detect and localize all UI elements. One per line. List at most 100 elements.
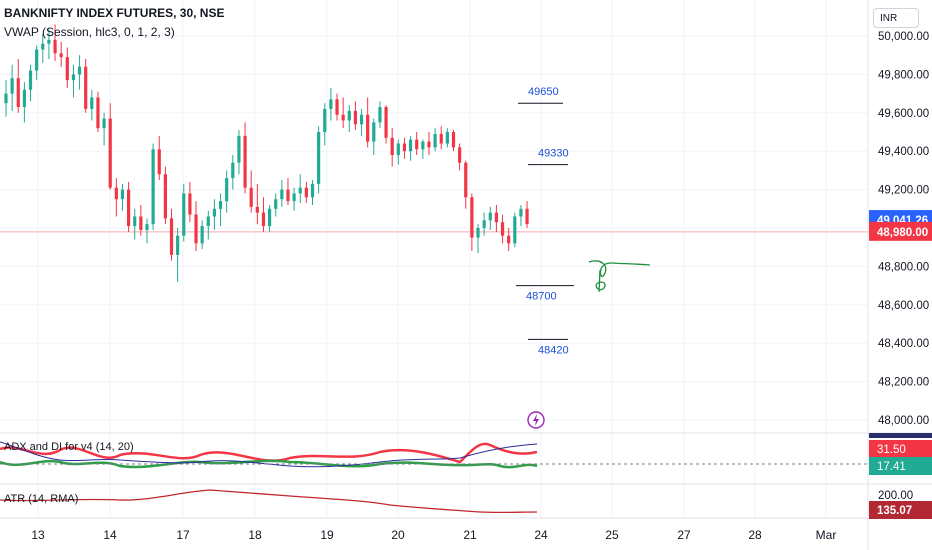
candle [225, 178, 229, 202]
time-axis-label: Mar [816, 528, 837, 542]
level-label: 49330 [538, 148, 569, 160]
candle [28, 70, 33, 90]
symbol-title[interactable]: BANKNIFTY INDEX FUTURES, 30, NSE [4, 6, 225, 20]
candle [525, 208, 529, 225]
candle [482, 220, 486, 228]
candle [408, 139, 413, 152]
price-axis-label: 48,200.00 [878, 377, 929, 389]
candle [22, 89, 26, 108]
lightning-icon [533, 414, 539, 426]
price-axis-label: 48,800.00 [878, 261, 929, 273]
candle [458, 147, 462, 163]
candle [476, 228, 480, 238]
candle [286, 189, 290, 202]
candle [323, 108, 327, 132]
candle [421, 141, 425, 150]
price-axis-label: 49,600.00 [878, 108, 929, 120]
candle [53, 39, 57, 54]
candle [249, 187, 253, 207]
adx-indicator-label[interactable]: ADX and DI for v4 (14, 20) [4, 441, 134, 453]
candle [145, 224, 149, 230]
time-axis-label: 25 [605, 528, 619, 542]
price-axis-label: 48,400.00 [878, 338, 929, 350]
price-axis-label: 50,000.00 [878, 31, 929, 43]
atr-value-badge [869, 501, 932, 519]
candle [292, 193, 296, 202]
candle [317, 132, 321, 184]
candle [415, 139, 419, 150]
candle [237, 135, 241, 163]
candle [212, 208, 217, 217]
price-axis-label: 48,600.00 [878, 300, 929, 312]
candle [4, 93, 8, 104]
candle [151, 149, 155, 225]
hand-drawn-annotation [595, 269, 606, 293]
candle [470, 197, 474, 238]
candle [390, 137, 394, 156]
candle [274, 199, 278, 209]
atr-axis-label: 200.00 [878, 490, 913, 502]
candle [231, 162, 235, 179]
candle [41, 43, 45, 50]
candle [267, 208, 272, 227]
candle [507, 235, 511, 244]
candle [433, 133, 437, 148]
candle [16, 78, 20, 108]
candle [84, 66, 88, 109]
candle [304, 187, 308, 198]
time-axis-label: 13 [31, 528, 45, 542]
level-label: 48700 [526, 291, 557, 303]
candle [280, 189, 284, 200]
time-axis-label: 28 [748, 528, 762, 542]
candle [427, 141, 431, 148]
candle [65, 57, 69, 81]
adx-di-plus-line [0, 442, 538, 464]
candle [59, 53, 63, 58]
candle [513, 216, 517, 244]
atr-line [0, 489, 538, 514]
price-axis-label: 48,000.00 [878, 415, 929, 427]
candle [261, 212, 266, 227]
price-axis-label: 49,200.00 [878, 185, 929, 197]
time-axis-label: 27 [677, 528, 691, 542]
candle [335, 99, 339, 115]
candle [359, 114, 364, 125]
candle [71, 74, 76, 81]
candle [378, 107, 382, 123]
time-axis-label: 14 [103, 528, 117, 542]
candle [77, 66, 82, 75]
candle [163, 174, 167, 219]
candle [353, 110, 358, 125]
candle [194, 214, 198, 244]
candle [372, 122, 376, 142]
adx-value-label: 17.41 [877, 461, 906, 473]
adx-line [0, 441, 538, 468]
time-axis-label: 24 [534, 528, 548, 542]
time-axis-label: 20 [391, 528, 405, 542]
candle [206, 216, 210, 227]
candle [402, 143, 407, 152]
candle [120, 189, 125, 200]
adx-axis-marker [869, 433, 932, 438]
candle [35, 49, 39, 71]
candle [445, 132, 449, 144]
candle [188, 193, 192, 215]
time-axis-label: 19 [320, 528, 334, 542]
candle [47, 39, 51, 44]
atr-value-label: 135.07 [877, 505, 912, 517]
candle [169, 218, 174, 255]
price-axis-label: 49,400.00 [878, 146, 929, 158]
time-axis-label: 18 [248, 528, 262, 542]
candle [310, 183, 315, 198]
currency-selector[interactable]: INR [873, 8, 919, 28]
atr-indicator-label[interactable]: ATR (14, RMA) [4, 493, 79, 505]
candle [108, 118, 112, 188]
vwap-indicator-label[interactable]: VWAP (Session, hlc3, 0, 1, 2, 3) [4, 25, 175, 39]
candle [182, 193, 186, 236]
adx-value-label: 31.50 [877, 444, 906, 456]
adx-value-badge [869, 440, 932, 458]
price-axis-label: 49,800.00 [878, 69, 929, 81]
candle [200, 226, 204, 244]
candle [218, 201, 223, 209]
